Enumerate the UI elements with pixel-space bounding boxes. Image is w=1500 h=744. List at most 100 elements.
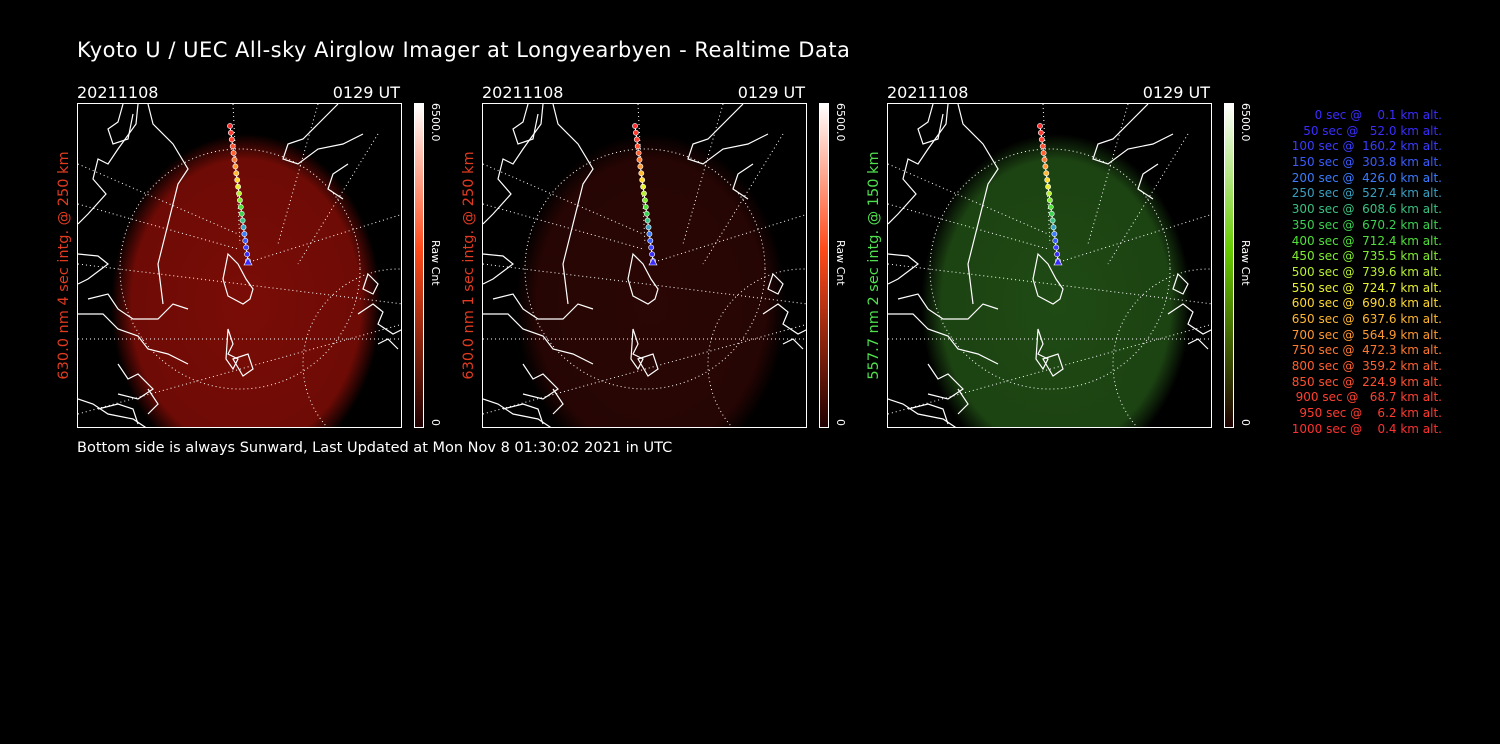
coastline (762, 303, 806, 335)
trajectory-point (645, 224, 652, 231)
trajectory-point (237, 204, 244, 210)
panel-2-image (482, 103, 807, 428)
coastline (232, 353, 254, 377)
trajectory-point (1052, 237, 1059, 244)
trajectory-point (244, 251, 250, 258)
latitude-circle (524, 148, 766, 390)
coastline (957, 388, 969, 415)
meridian-line (637, 104, 646, 245)
coastline (362, 272, 379, 295)
airglow-image (111, 134, 381, 427)
legend-entry: 650 sec @ 637.6 km alt. (1287, 311, 1442, 326)
trajectory-point (228, 136, 235, 143)
coastline (492, 293, 594, 320)
meridian-line (888, 263, 1211, 305)
meridian-line (483, 324, 806, 415)
coastline (107, 104, 134, 145)
legend-entry: 1000 sec @ 0.4 km alt. (1291, 421, 1442, 436)
trajectory-point (632, 129, 639, 136)
trajectory-point (1037, 123, 1043, 129)
trajectory-point (640, 183, 646, 190)
panel-3-date: 20211108 (887, 83, 969, 102)
legend-entry: 250 sec @ 527.4 km alt. (1287, 186, 1442, 201)
coastline (1035, 328, 1049, 371)
coastline (377, 338, 399, 350)
trajectory-point (636, 156, 643, 163)
trajectory-point (634, 143, 641, 150)
trajectory-point (234, 177, 241, 183)
coastline (1167, 303, 1211, 335)
coastline (1032, 252, 1064, 305)
panel-1-date: 20211108 (77, 83, 159, 102)
trajectory-point (1046, 190, 1052, 197)
trajectory-point (635, 150, 642, 156)
meridian-line (78, 263, 401, 305)
coastline (327, 163, 349, 200)
trajectory-point (1037, 129, 1044, 136)
panel-3-colorbar (1224, 103, 1234, 428)
legend-entry: 300 sec @ 608.6 km alt. (1287, 202, 1442, 217)
trajectory-point (647, 237, 654, 244)
coastline (117, 363, 154, 400)
trajectory-point (1053, 244, 1060, 251)
panel-3-image (887, 103, 1212, 428)
legend-entry: 850 sec @ 224.9 km alt. (1287, 374, 1442, 389)
legend-entry: 100 sec @ 160.2 km alt. (1287, 139, 1442, 154)
trajectory-point (644, 217, 651, 224)
coastline (927, 363, 964, 400)
trajectory-point (242, 237, 249, 244)
trajectory-point (1046, 197, 1053, 204)
legend-entry: 750 sec @ 472.3 km alt. (1287, 343, 1442, 358)
trajectory-point (1038, 136, 1045, 143)
panel-2-time: 0129 UT (737, 83, 805, 102)
panel-1-colorbar (414, 103, 424, 428)
coastline (897, 293, 999, 320)
coastline (888, 313, 999, 365)
coastline (1137, 163, 1159, 200)
trajectory-point (1043, 170, 1050, 177)
trajectory-point (1048, 210, 1055, 217)
legend-entry: 400 sec @ 712.4 km alt. (1287, 233, 1442, 248)
trajectory-point (641, 190, 647, 197)
trajectory-point (642, 204, 649, 210)
trajectory-point (238, 210, 245, 217)
legend-entry: 700 sec @ 564.9 km alt. (1287, 327, 1442, 342)
coastline (1042, 353, 1064, 377)
coastline (78, 253, 109, 285)
coastline (87, 293, 189, 320)
panel-1-time: 0129 UT (332, 83, 400, 102)
trajectory-point (243, 244, 250, 251)
coastline (357, 303, 401, 335)
coastline (483, 253, 514, 285)
legend-entry: 350 sec @ 670.2 km alt. (1287, 217, 1442, 232)
coastline (888, 104, 949, 225)
coastline (907, 403, 949, 425)
meridian-line (1042, 104, 1051, 245)
trajectory-point (1040, 150, 1047, 156)
trajectory-point (236, 197, 243, 204)
trajectory-point (633, 136, 640, 143)
trajectory-point (639, 177, 646, 183)
trajectory-point (1050, 224, 1057, 231)
trajectory-point (229, 143, 236, 150)
trajectory-point (1051, 231, 1058, 237)
trajectory-point (648, 244, 655, 251)
coastline (637, 353, 659, 377)
trajectory-point (232, 163, 239, 170)
latitude-circle (929, 148, 1171, 390)
station-marker (243, 257, 253, 266)
legend-entry: 200 sec @ 426.0 km alt. (1287, 170, 1442, 185)
trajectory-point (1042, 163, 1049, 170)
trajectory-point (1047, 204, 1054, 210)
trajectory-point (233, 170, 240, 177)
station-marker (648, 257, 658, 266)
legend-entry: 150 sec @ 303.8 km alt. (1287, 155, 1442, 170)
panel-3-time: 0129 UT (1142, 83, 1210, 102)
trajectory-point (641, 197, 648, 204)
airglow-image (516, 134, 786, 427)
meridian-line (277, 104, 319, 245)
legend-entry: 950 sec @ 6.2 km alt. (1295, 406, 1442, 421)
coastline (97, 403, 139, 425)
meridian-line (483, 263, 806, 305)
coastline (687, 104, 769, 165)
